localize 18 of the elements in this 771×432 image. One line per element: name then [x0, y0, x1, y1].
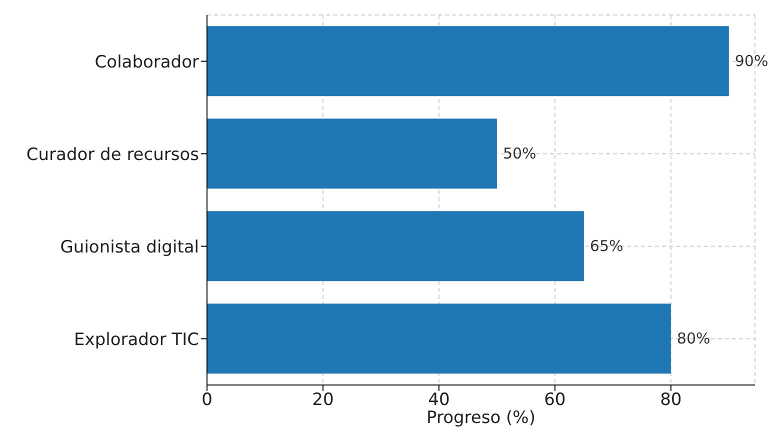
y-tick-label: Explorador TIC: [74, 330, 199, 350]
x-axis-title: Progreso (%): [426, 408, 536, 428]
bar: [207, 26, 729, 96]
bar: [207, 304, 671, 374]
x-tick-label: 0: [202, 390, 212, 410]
bar: [207, 211, 584, 282]
bar: [207, 118, 497, 189]
y-tick-label: Guionista digital: [60, 237, 199, 258]
data-label: 90%: [734, 52, 768, 70]
data-label: 65%: [590, 237, 624, 256]
x-tick-label: 40: [428, 390, 450, 410]
y-tick-label: Colaborador: [94, 52, 199, 72]
x-tick-label: 80: [660, 390, 682, 410]
data-label: 80%: [676, 330, 710, 348]
x-tick-label: 60: [544, 390, 566, 410]
x-tick-label: 20: [312, 390, 334, 410]
data-label: 50%: [502, 144, 536, 163]
y-tick-label: Curador de recursos: [26, 144, 200, 165]
